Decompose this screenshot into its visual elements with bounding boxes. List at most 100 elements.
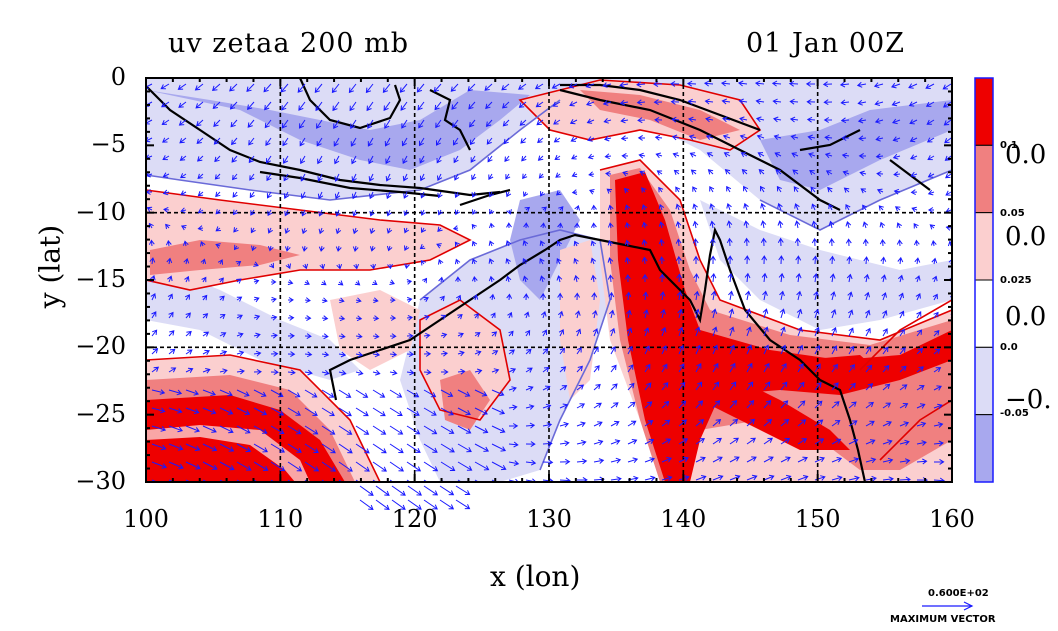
wind-vector-arrow — [438, 259, 444, 265]
wind-vector-arrow — [745, 308, 752, 319]
wind-vector-arrow — [570, 136, 578, 142]
wind-vector-arrow — [896, 222, 902, 229]
wind-vector-arrow — [589, 189, 595, 195]
wind-vector-arrow — [863, 256, 870, 265]
wind-vector-arrow — [811, 220, 818, 229]
wind-vector-arrow — [916, 385, 925, 391]
wind-vector-arrow — [355, 315, 363, 322]
wind-vector-arrow — [831, 345, 838, 355]
wind-vector-arrow — [711, 308, 718, 319]
wind-vector-arrow — [280, 83, 289, 93]
wind-vector-arrow — [334, 173, 340, 182]
wind-vector-arrow — [729, 362, 736, 373]
wind-vector-arrow — [161, 101, 170, 108]
wind-vector-arrow — [621, 152, 629, 159]
wind-vector-arrow — [661, 419, 671, 427]
coastline-sumatra-java — [146, 85, 501, 197]
wind-vector-arrow — [184, 275, 190, 283]
wind-vector-arrow — [488, 240, 495, 247]
wind-vector-arrow — [587, 153, 595, 160]
wind-vector-arrow — [523, 293, 530, 301]
wind-vector-arrow — [556, 257, 562, 265]
wind-vector-arrow — [434, 101, 442, 111]
wind-vector-arrow — [678, 363, 685, 373]
wind-vector-arrow — [705, 134, 714, 140]
wind-vector-arrow — [366, 101, 374, 112]
wind-vector-arrow — [365, 83, 374, 94]
contour-blue — [759, 169, 952, 231]
wind-vector-arrow — [386, 245, 393, 252]
wind-vector-arrow — [865, 364, 873, 373]
wind-vector-arrow — [865, 401, 874, 409]
wind-vector-arrow — [695, 400, 704, 409]
wind-vector-arrow — [908, 83, 918, 89]
wind-vector-arrow — [606, 188, 613, 194]
wind-vector-arrow — [422, 277, 428, 284]
wind-vector-arrow — [270, 425, 285, 435]
wind-vector-arrow — [797, 363, 804, 373]
wind-vector-arrow — [678, 381, 686, 391]
wind-vector-arrow — [321, 425, 336, 435]
wind-vector-arrow — [694, 308, 701, 319]
wind-vector-arrow — [537, 155, 544, 161]
wind-vector-arrow — [420, 191, 426, 199]
wind-vector-arrow — [627, 457, 639, 464]
wind-vector-arrow — [455, 276, 461, 283]
wind-vector-arrow — [644, 438, 655, 445]
wind-vector-arrow — [671, 134, 680, 141]
wind-vector-arrow — [729, 381, 737, 391]
wind-vector-arrow — [942, 83, 952, 90]
wind-vector-arrow — [270, 369, 279, 376]
wind-vector-arrow — [406, 389, 420, 398]
colorbar-swatch — [974, 77, 994, 146]
wind-vector-arrow — [454, 173, 460, 181]
wind-vector-arrow — [899, 439, 910, 446]
wind-vector-arrow — [161, 119, 170, 126]
wind-vector-arrow — [355, 425, 370, 435]
wind-vector-arrow — [602, 82, 612, 88]
wind-vector-arrow — [558, 206, 564, 212]
wind-vector-arrow — [542, 366, 550, 373]
wind-vector-arrow — [627, 364, 634, 373]
contour-red — [599, 159, 952, 341]
wind-vector-arrow — [694, 326, 701, 337]
wind-vector-arrow — [692, 238, 699, 247]
wind-vector-arrow — [179, 137, 187, 144]
wind-vector-arrow — [372, 389, 386, 398]
wind-vector-arrow — [778, 272, 785, 283]
wind-vector-arrow — [873, 82, 884, 89]
wind-vector-arrow — [814, 419, 824, 427]
wind-vector-arrow — [297, 83, 306, 93]
wind-vector-arrow — [542, 422, 553, 428]
wind-vector-arrow — [720, 80, 731, 87]
wind-vector-arrow — [525, 422, 536, 429]
wind-vector-arrow — [775, 169, 782, 175]
wind-vector-arrow — [744, 272, 751, 283]
wind-vector-arrow — [620, 117, 629, 124]
wind-vector-arrow — [246, 101, 255, 111]
wind-vector-arrow — [452, 137, 459, 146]
coastline-new-britain — [799, 129, 861, 152]
wind-vector-arrow — [727, 255, 734, 265]
wind-vector-arrow — [916, 329, 923, 337]
wind-vector-arrow — [658, 186, 664, 193]
wind-vector-arrow — [896, 239, 903, 247]
wind-vector-arrow — [739, 134, 748, 140]
wind-vector-arrow — [776, 185, 782, 193]
wind-vector-arrow — [423, 443, 438, 453]
wind-vector-arrow — [653, 99, 663, 106]
wind-vector-arrow — [404, 245, 410, 251]
wind-vector-arrow — [639, 170, 646, 176]
reference-vector-value: 0.600E+02 — [928, 588, 989, 599]
wind-vector-arrow — [593, 439, 604, 446]
wind-vector-arrow — [457, 425, 472, 434]
wind-vector-arrow — [389, 461, 404, 472]
wind-vector-arrow — [319, 263, 326, 270]
wind-vector-arrow — [537, 137, 544, 144]
wind-vector-arrow — [489, 208, 495, 215]
wind-vector-arrow — [862, 238, 869, 247]
wind-vector-arrow — [270, 350, 279, 357]
wind-vector-arrow — [559, 440, 570, 447]
wind-vector-arrow — [486, 137, 493, 145]
wind-vector-arrow — [574, 310, 581, 319]
